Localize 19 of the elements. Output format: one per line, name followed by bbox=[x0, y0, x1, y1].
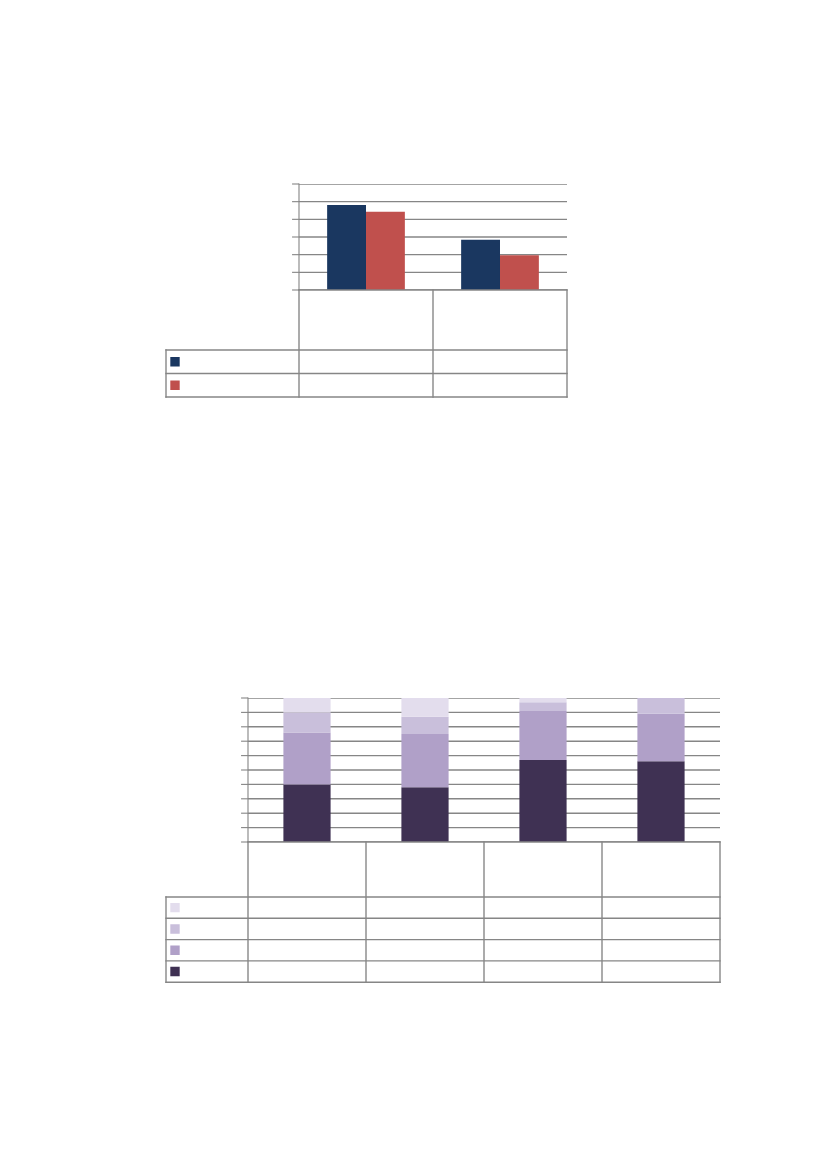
bar bbox=[500, 255, 539, 290]
bar bbox=[401, 716, 449, 734]
bar bbox=[637, 761, 685, 842]
bar bbox=[461, 239, 500, 290]
bar bbox=[519, 710, 567, 760]
bar bbox=[283, 784, 331, 842]
bar bbox=[519, 698, 567, 703]
bar bbox=[283, 732, 331, 785]
bar bbox=[327, 205, 366, 290]
bar bbox=[366, 211, 405, 290]
bar bbox=[519, 702, 567, 711]
bar bbox=[401, 698, 449, 717]
bar bbox=[401, 734, 449, 788]
bar bbox=[283, 698, 331, 713]
bar bbox=[637, 698, 685, 714]
bar bbox=[637, 713, 685, 762]
bar bbox=[283, 712, 331, 733]
bar bbox=[519, 759, 567, 842]
bar bbox=[401, 787, 449, 842]
